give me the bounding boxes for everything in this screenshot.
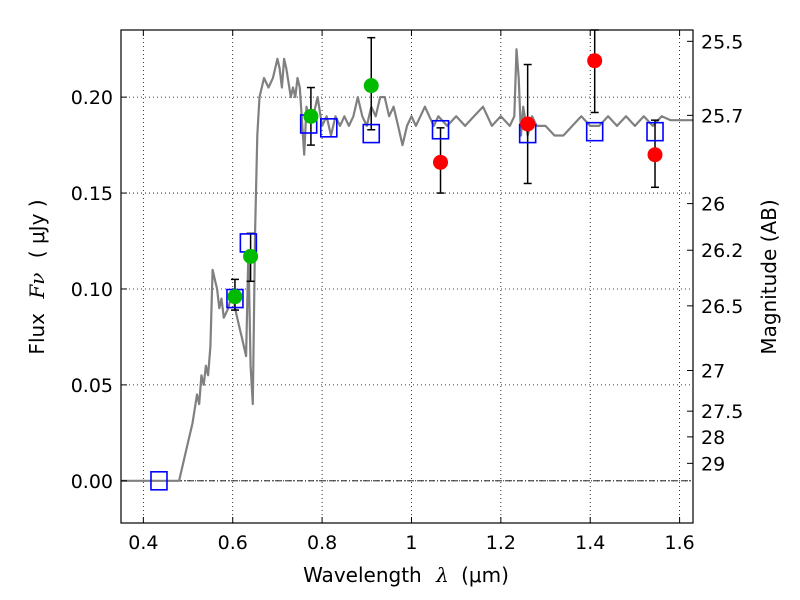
magnitude-tick-label: 26: [701, 194, 725, 216]
model-spectrum-series: [121, 48, 693, 482]
model-spectrum-line: [121, 48, 693, 482]
model-photometry-point: [646, 121, 664, 142]
magnitude-axis-ticks: 25.5 25.7 26 26.2 26.5 27 27.5 28 29: [687, 31, 743, 475]
magnitude-tick-label: 25.5: [701, 31, 743, 53]
model-photometry-point: [319, 118, 338, 138]
observed-photometry-point: [647, 147, 663, 163]
y-tick-label: 0.10: [71, 279, 113, 301]
y-axis-ticks: 0.00 0.05 0.10 0.15 0.20: [71, 87, 127, 493]
x-tick-label: 0.6: [218, 532, 248, 554]
x-tick-label: 1: [405, 532, 417, 554]
y-axis-label-text: Flux: [25, 313, 49, 355]
x-axis-label-text: Wavelength: [303, 563, 422, 587]
x-tick-label: 1.2: [486, 532, 516, 554]
plot-frame: [120, 29, 694, 524]
x-tick-label: 1.4: [575, 532, 605, 554]
x-axis-ticks: 0.4 0.6 0.8 1 1.2 1.4 1.6: [128, 30, 695, 554]
magnitude-tick-label: 27.5: [701, 401, 743, 423]
observed-photometry-point: [433, 154, 449, 170]
model-photometry-squares: [150, 114, 664, 491]
x-axis-label-symbol: λ: [435, 563, 449, 587]
magnitude-tick-label: 26.2: [701, 240, 743, 262]
y-axis-label-symbol: Fν: [25, 273, 49, 300]
error-bars: [230, 29, 660, 311]
x-axis-label-unit: (μm): [461, 563, 509, 587]
y-tick-label: 0.05: [71, 375, 113, 397]
model-photometry-point: [362, 123, 381, 144]
x-axis-label: Wavelength λ (μm): [303, 563, 509, 587]
model-photometry-point: [150, 470, 168, 491]
magnitude-tick-label: 26.5: [701, 296, 743, 318]
observed-photometry-point: [243, 248, 259, 264]
magnitude-tick-label: 27: [701, 360, 725, 382]
magnitude-tick-label: 25.7: [701, 105, 743, 127]
y-tick-label: 0.15: [71, 183, 113, 205]
magnitude-axis-label: Magnitude (AB): [757, 199, 781, 354]
magnitude-tick-label: 29: [701, 453, 725, 475]
magnitude-tick-label: 28: [701, 427, 725, 449]
model-photometry-point: [431, 119, 450, 140]
observed-photometry-point: [227, 289, 243, 305]
x-tick-label: 0.8: [307, 532, 337, 554]
observed-photometry-point: [303, 108, 319, 124]
y-axis-label: Flux Fν ( μJy ): [25, 199, 49, 354]
observed-photometry-point: [363, 78, 379, 94]
y-tick-label: 0.00: [71, 471, 113, 493]
y-tick-label: 0.20: [71, 87, 113, 109]
grid-lines: [121, 30, 693, 523]
observed-photometry-circles: [227, 53, 663, 305]
x-tick-label: 0.4: [128, 532, 158, 554]
x-tick-label: 1.6: [664, 532, 694, 554]
observed-photometry-point: [587, 53, 603, 69]
model-photometry-point: [585, 121, 604, 142]
observed-photometry-point: [520, 116, 536, 132]
y-axis-label-unit: ( μJy ): [25, 199, 49, 258]
